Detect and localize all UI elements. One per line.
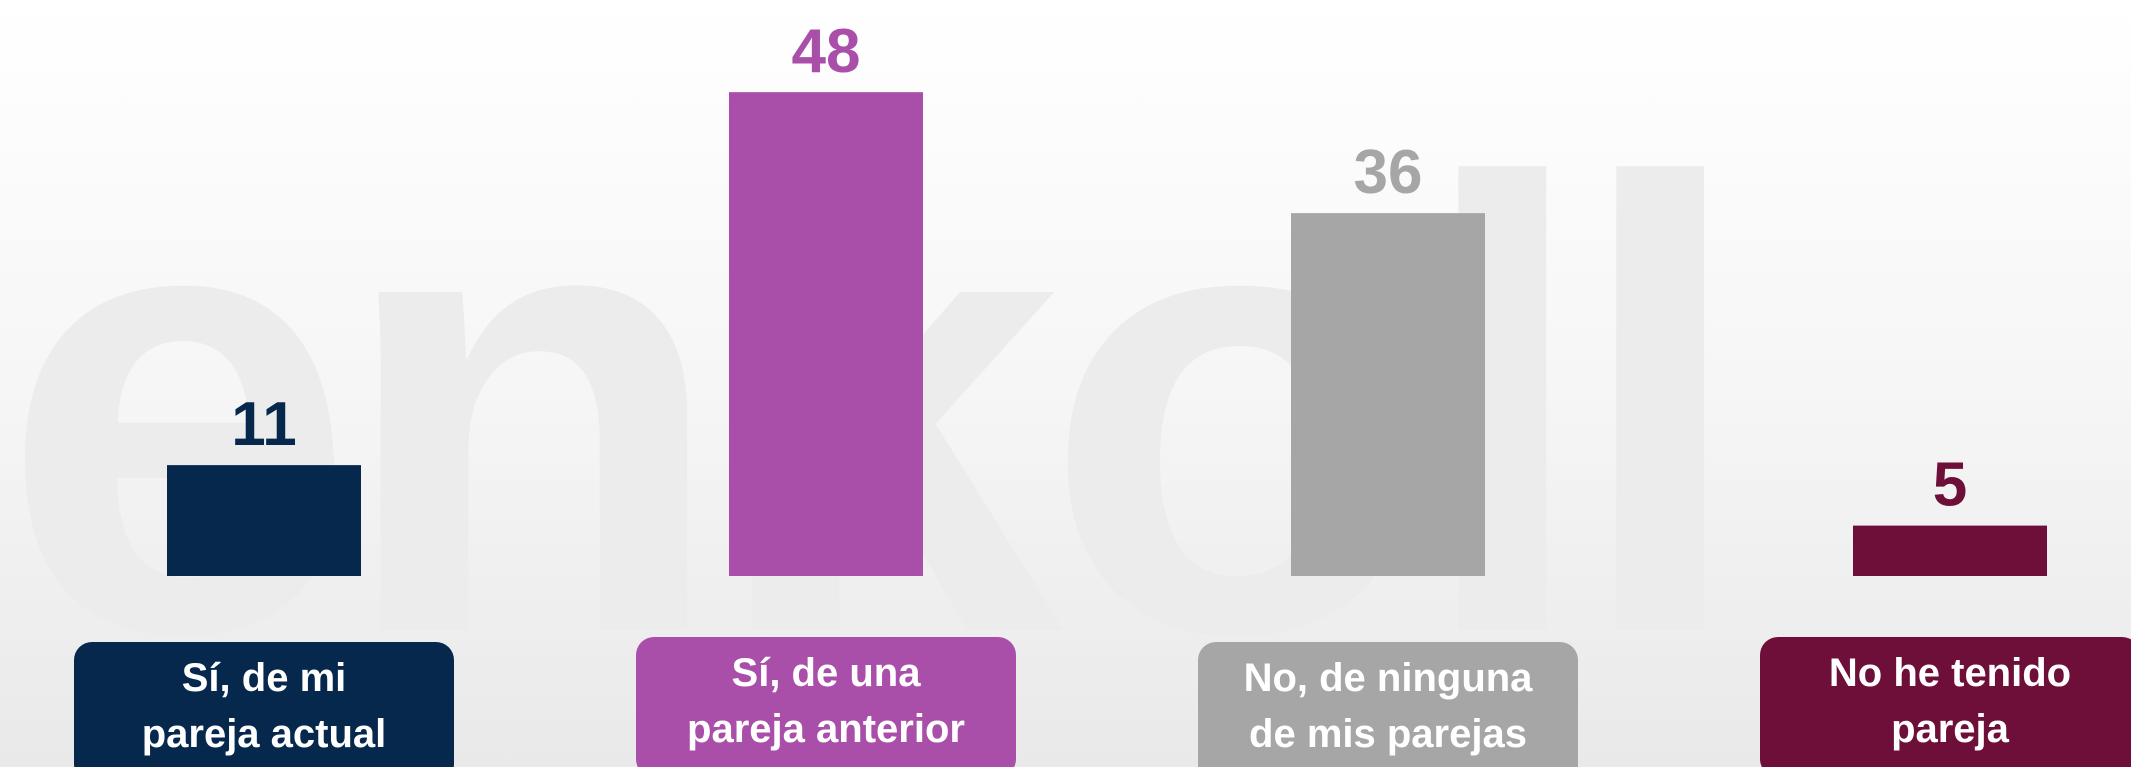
value-label: 11 [231, 390, 297, 459]
category-label: Sí, de una pareja anterior [636, 637, 1016, 767]
value-label: 5 [1933, 451, 1967, 520]
bar [1291, 213, 1485, 576]
bar [1853, 525, 2047, 576]
bar [729, 92, 923, 576]
value-label: 36 [1354, 138, 1423, 207]
category-label: No, de ninguna de mis parejas [1198, 642, 1578, 767]
value-label: 48 [792, 17, 861, 86]
category-label: No he tenido pareja [1760, 637, 2131, 767]
bar [167, 465, 361, 576]
category-label: Sí, de mi pareja actual [74, 642, 454, 767]
